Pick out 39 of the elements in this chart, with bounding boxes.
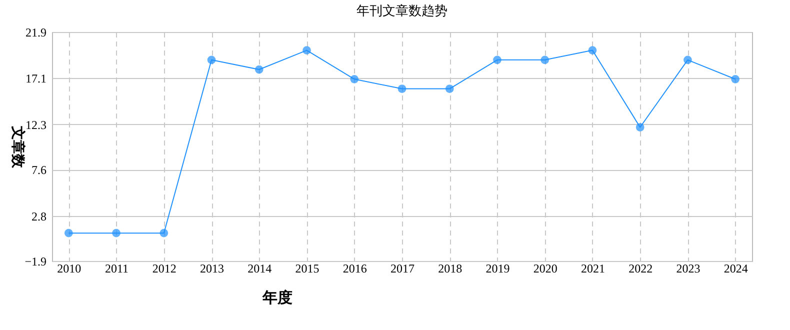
point <box>207 56 216 64</box>
point <box>445 84 454 93</box>
x-tick-label: 2016 <box>342 262 367 276</box>
x-tick-label: 2013 <box>200 262 224 276</box>
point <box>588 46 597 54</box>
x-tick-label: 2010 <box>57 262 82 276</box>
point <box>493 56 502 64</box>
point <box>302 46 311 54</box>
y-tick-label: −1.9 <box>24 254 46 268</box>
point <box>540 56 550 64</box>
y-tick-label: 2.8 <box>32 209 46 224</box>
y-tick-label: 17.1 <box>26 72 46 86</box>
y-tick-label: 7.6 <box>32 163 46 178</box>
point <box>64 228 73 238</box>
x-tick-label: 2012 <box>152 262 176 276</box>
x-tick-label: 2022 <box>628 262 653 276</box>
x-tick-label: 2011 <box>105 262 129 276</box>
x-tick-label: 2024 <box>724 262 748 276</box>
x-tick-label: 2017 <box>390 262 414 276</box>
y-axis-title: 文章数 <box>10 125 27 169</box>
x-tick-label: 2020 <box>533 262 558 276</box>
x-tick-label: 2019 <box>486 262 510 276</box>
point <box>160 228 168 238</box>
x-axis-title: 年度 <box>262 288 292 306</box>
chart-title: 年刊文章数趋势 <box>356 3 448 18</box>
point <box>350 74 359 84</box>
x-tick-label: 2015 <box>295 262 320 276</box>
point <box>684 56 692 64</box>
point <box>731 74 740 84</box>
x-tick-label: 2023 <box>676 262 700 276</box>
x-tick-label: 2014 <box>248 262 272 276</box>
point <box>636 123 644 132</box>
point <box>112 228 120 238</box>
point <box>398 84 406 93</box>
x-tick-label: 2021 <box>580 262 605 276</box>
x-tick-label: 2018 <box>438 262 462 276</box>
y-tick-label: 12.3 <box>26 118 46 132</box>
y-tick-label: 21.9 <box>26 26 46 40</box>
point <box>254 65 264 74</box>
